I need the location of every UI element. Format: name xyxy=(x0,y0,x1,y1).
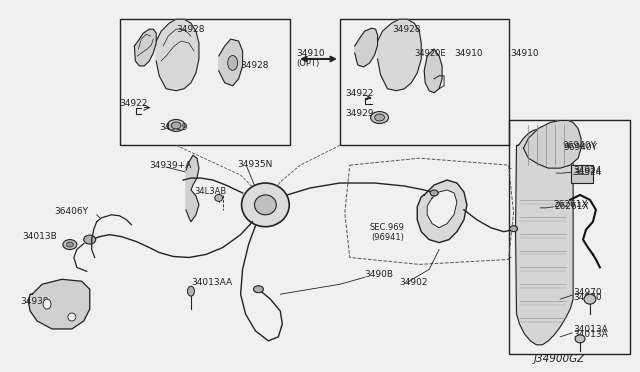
Text: J34900GZ: J34900GZ xyxy=(533,354,585,364)
Polygon shape xyxy=(156,19,199,91)
Bar xyxy=(120,19,290,145)
Polygon shape xyxy=(219,39,243,86)
Text: 34928: 34928 xyxy=(392,25,421,34)
Polygon shape xyxy=(516,128,573,345)
Text: 34924: 34924 xyxy=(573,168,602,177)
Text: 34929: 34929 xyxy=(345,109,373,118)
Polygon shape xyxy=(355,28,378,67)
Text: 96940Y: 96940Y xyxy=(563,143,597,152)
Text: 34910: 34910 xyxy=(454,49,483,58)
Ellipse shape xyxy=(255,195,276,215)
Ellipse shape xyxy=(215,195,223,201)
Text: 3490B: 3490B xyxy=(365,270,394,279)
Text: 26261X: 26261X xyxy=(553,201,588,209)
Text: 34928: 34928 xyxy=(241,61,269,70)
Polygon shape xyxy=(424,49,442,93)
Text: 34970: 34970 xyxy=(573,288,602,297)
Text: 34013A: 34013A xyxy=(573,330,608,339)
Ellipse shape xyxy=(171,122,181,129)
Text: 34013B: 34013B xyxy=(22,232,57,241)
Ellipse shape xyxy=(371,112,388,124)
Text: SEC.969: SEC.969 xyxy=(370,223,404,232)
Ellipse shape xyxy=(63,240,77,250)
Ellipse shape xyxy=(241,183,289,227)
Polygon shape xyxy=(186,155,199,222)
Ellipse shape xyxy=(253,286,264,293)
Text: 34013A: 34013A xyxy=(573,326,608,334)
Ellipse shape xyxy=(67,242,74,247)
Text: 34013AA: 34013AA xyxy=(191,278,232,287)
Ellipse shape xyxy=(228,55,237,70)
Text: 36406Y: 36406Y xyxy=(54,207,88,216)
Polygon shape xyxy=(417,180,467,243)
Text: 34920E: 34920E xyxy=(414,49,446,58)
Ellipse shape xyxy=(374,114,385,121)
Ellipse shape xyxy=(584,294,596,304)
Text: 34924: 34924 xyxy=(573,166,602,174)
Text: 34910: 34910 xyxy=(511,49,539,58)
Polygon shape xyxy=(28,279,90,329)
Ellipse shape xyxy=(167,119,185,131)
Text: 34928: 34928 xyxy=(176,25,205,34)
Polygon shape xyxy=(524,121,581,168)
Polygon shape xyxy=(134,29,156,66)
Text: (96941): (96941) xyxy=(372,233,404,242)
Polygon shape xyxy=(378,19,421,91)
Text: 34929: 34929 xyxy=(159,123,188,132)
Text: 34922: 34922 xyxy=(345,89,373,98)
Ellipse shape xyxy=(84,235,96,244)
Text: 34970: 34970 xyxy=(573,293,602,302)
Text: 26261X: 26261X xyxy=(554,202,589,211)
Text: 34902: 34902 xyxy=(399,278,428,287)
Text: 34935N: 34935N xyxy=(237,160,273,169)
Bar xyxy=(509,121,630,354)
Ellipse shape xyxy=(509,226,518,232)
Text: 34922: 34922 xyxy=(120,99,148,108)
Ellipse shape xyxy=(188,286,195,296)
Text: 34910: 34910 xyxy=(296,48,325,58)
Bar xyxy=(340,19,509,145)
Text: 34L3AB: 34L3AB xyxy=(194,187,226,196)
Ellipse shape xyxy=(575,335,585,343)
Text: (OPT): (OPT) xyxy=(296,60,319,68)
Text: 34939: 34939 xyxy=(20,296,49,306)
Bar xyxy=(571,165,593,183)
Polygon shape xyxy=(427,190,457,228)
Ellipse shape xyxy=(430,190,438,196)
Ellipse shape xyxy=(68,313,76,321)
Text: 34939+A: 34939+A xyxy=(149,161,191,170)
Ellipse shape xyxy=(43,299,51,309)
Text: 96940Y: 96940Y xyxy=(562,141,596,150)
